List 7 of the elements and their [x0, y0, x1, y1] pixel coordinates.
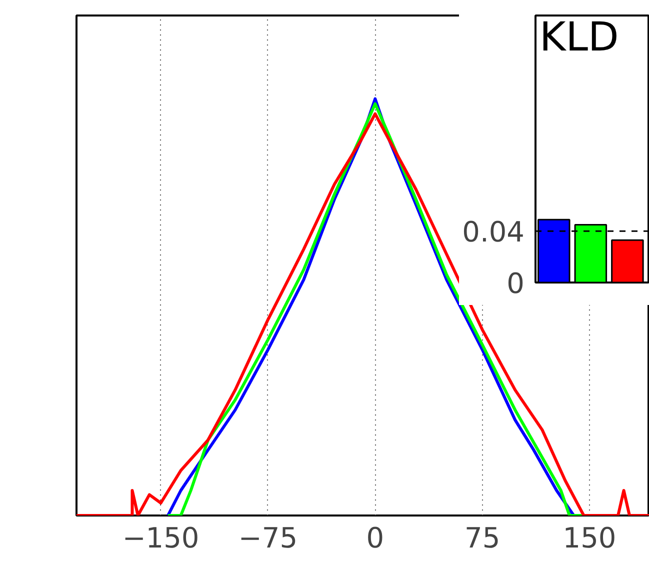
chart-title: KLD: [540, 14, 619, 60]
x-tick-label: 75: [464, 522, 500, 554]
x-tick-label: −150: [122, 522, 200, 554]
y-tick-label: 0.04: [462, 216, 524, 249]
x-tick-label: −75: [238, 522, 298, 554]
x-tick-label: 0: [366, 522, 384, 554]
x-tick-label: 150: [562, 522, 616, 554]
